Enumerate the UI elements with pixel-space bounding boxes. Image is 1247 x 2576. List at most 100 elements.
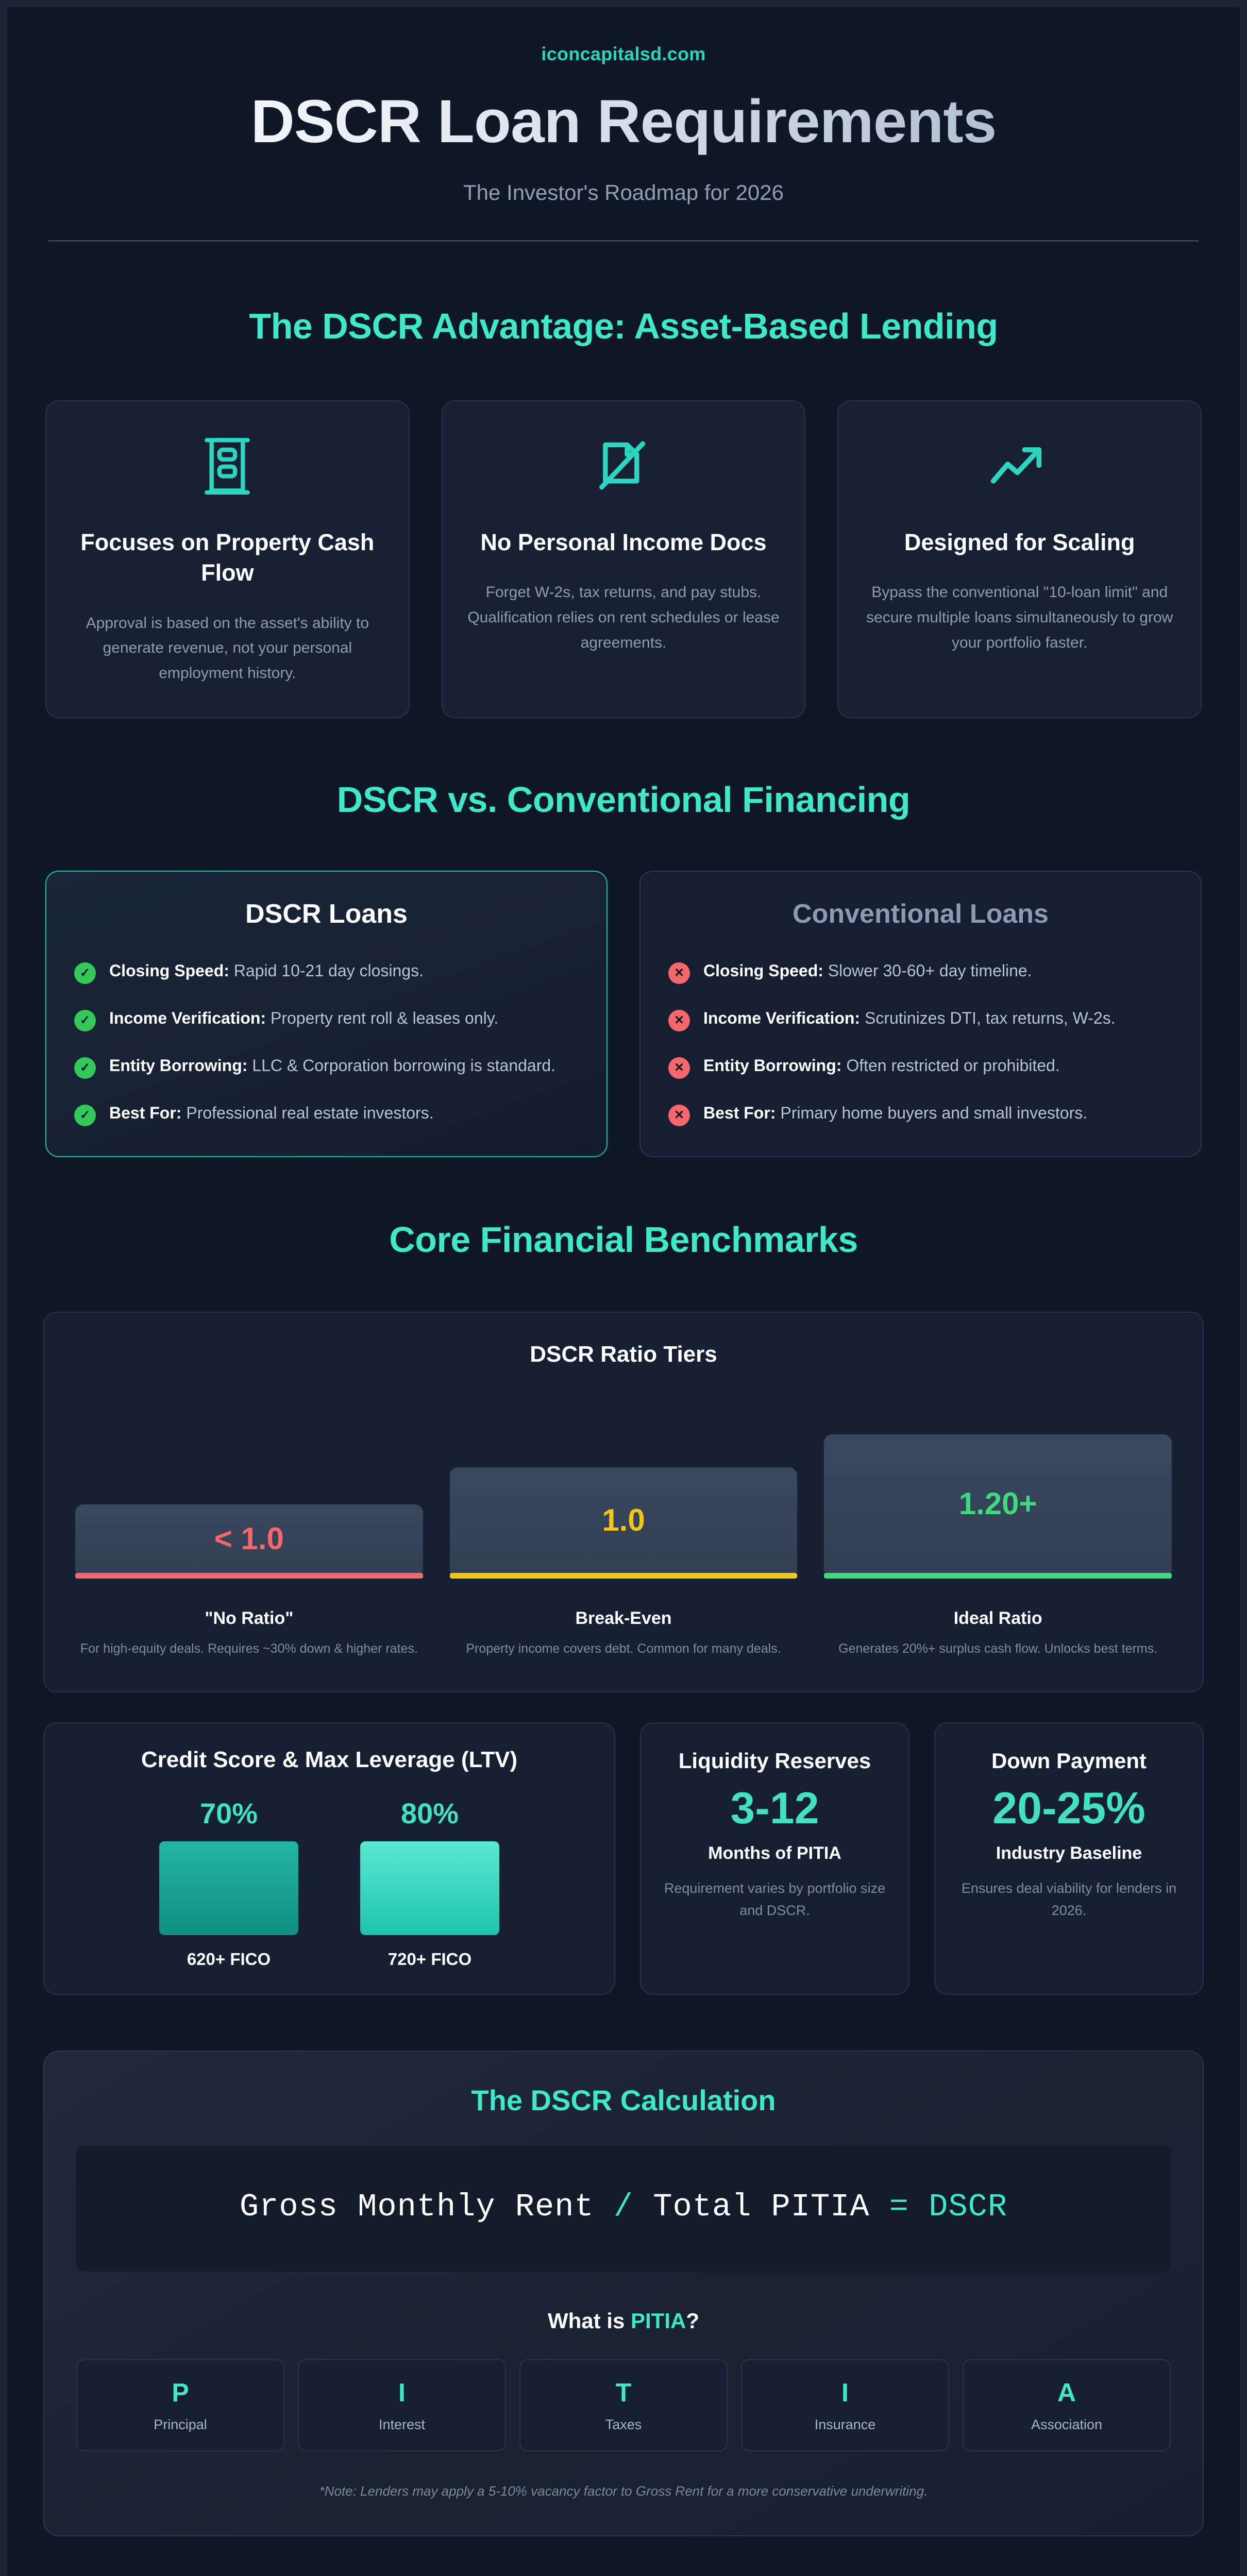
list-item-text: LLC & Corporation borrowing is standard.	[247, 1056, 556, 1075]
list-item: ✕ Income Verification: Scrutinizes DTI, …	[668, 1006, 1173, 1031]
list-item-label: Income Verification:	[109, 1008, 266, 1027]
list-item: ✕ Entity Borrowing: Often restricted or …	[668, 1053, 1173, 1079]
stat-heading: Down Payment	[991, 1749, 1147, 1773]
formula-equals-symbol: =	[889, 2189, 909, 2226]
no-document-icon	[593, 430, 654, 498]
dscr-loans-heading: DSCR Loans	[245, 899, 408, 929]
check-icon: ✓	[74, 1104, 96, 1126]
ltv-chart-card: Credit Score & Max Leverage (LTV) 70% 62…	[43, 1722, 615, 1995]
building-icon	[198, 430, 256, 498]
ltv-bar	[360, 1841, 499, 1936]
list-item-label: Entity Borrowing:	[703, 1056, 842, 1075]
ltv-bar-item: 80% 720+ FICO	[360, 1797, 499, 1969]
pitia-question-post: ?	[686, 2309, 699, 2333]
pitia-box-row: P Principal I Interest T Taxes I Insuran…	[76, 2359, 1171, 2452]
check-icon: ✓	[74, 1009, 96, 1031]
pitia-question-pre: What is	[547, 2309, 631, 2333]
advantage-card-list: Focuses on Property Cash Flow Approval i…	[43, 400, 1204, 718]
list-item-text: Primary home buyers and small investors.	[776, 1103, 1088, 1122]
advantage-section-title: The DSCR Advantage: Asset-Based Lending	[249, 306, 998, 346]
list-item-text: Scrutinizes DTI, tax returns, W-2s.	[860, 1008, 1116, 1027]
list-item-text: Property rent roll & leases only.	[266, 1008, 499, 1027]
pitia-letter: T	[615, 2378, 632, 2408]
calculation-title: The DSCR Calculation	[471, 2084, 776, 2117]
stat-subtitle: Industry Baseline	[996, 1843, 1142, 1863]
stat-note: Requirement varies by portfolio size and…	[664, 1880, 886, 1918]
tier-value-label: 1.0	[602, 1503, 645, 1538]
pitia-question: What is PITIA?	[76, 2309, 1171, 2333]
stat-note: Ensures deal viability for lenders in 20…	[961, 1880, 1177, 1918]
cross-icon: ✕	[668, 1009, 690, 1031]
cross-icon: ✕	[668, 1104, 690, 1126]
tier-description: For high-equity deals. Requires ~30% dow…	[80, 1641, 418, 1656]
tier-description: Property income covers debt. Common for …	[466, 1641, 781, 1656]
list-item-label: Best For:	[109, 1103, 182, 1122]
tier-column: 1.20+	[824, 1434, 1172, 1579]
advantage-card-heading: No Personal Income Docs	[480, 529, 767, 555]
list-item-text: Slower 30-60+ day timeline.	[823, 961, 1032, 980]
formula-numerator: Gross Monthly Rent	[239, 2189, 594, 2226]
stat-value: 3-12	[730, 1783, 819, 1833]
down-payment-card: Down Payment 20-25% Industry Baseline En…	[934, 1722, 1204, 1995]
tier-bar-row: < 1.0 1.0 1.20+	[75, 1393, 1172, 1579]
list-item-label: Entity Borrowing:	[109, 1056, 248, 1075]
dscr-loans-card: DSCR Loans ✓ Closing Speed: Rapid 10-21 …	[45, 870, 608, 1157]
cross-icon: ✕	[668, 1057, 690, 1079]
advantage-card-heading: Focuses on Property Cash Flow	[80, 529, 375, 586]
pitia-word: Principal	[154, 2417, 207, 2433]
stat-card-row: Credit Score & Max Leverage (LTV) 70% 62…	[43, 1722, 1204, 1995]
ltv-value-label: 70%	[199, 1797, 258, 1830]
formula-result: DSCR	[929, 2189, 1008, 2226]
cross-icon: ✕	[668, 962, 690, 984]
pitia-box: P Principal	[76, 2359, 284, 2452]
pitia-letter: P	[172, 2378, 189, 2408]
list-item-label: Closing Speed:	[109, 961, 229, 980]
tier-bar: < 1.0	[75, 1504, 423, 1579]
tier-bar: 1.20+	[824, 1434, 1172, 1579]
pitia-box: I Insurance	[741, 2359, 949, 2452]
stat-subtitle: Months of PITIA	[708, 1843, 841, 1863]
tier-name: "No Ratio"	[205, 1608, 294, 1628]
chart-title: Credit Score & Max Leverage (LTV)	[141, 1747, 518, 1773]
trending-up-icon	[987, 430, 1052, 498]
formula-divide-symbol: /	[613, 2189, 634, 2226]
pitia-word: Insurance	[814, 2417, 876, 2433]
ltv-bar-item: 70% 620+ FICO	[159, 1797, 298, 1969]
pitia-letter: I	[398, 2378, 406, 2408]
comparison-section-title: DSCR vs. Conventional Financing	[336, 779, 911, 820]
tier-name: Break-Even	[575, 1608, 672, 1628]
stat-heading: Liquidity Reserves	[678, 1749, 871, 1773]
pitia-box: A Association	[963, 2359, 1171, 2452]
list-item: ✓ Best For: Professional real estate inv…	[74, 1100, 579, 1126]
tier-label-row: "No Ratio" For high-equity deals. Requir…	[75, 1585, 1172, 1659]
pitia-box: I Interest	[298, 2359, 506, 2452]
advantage-card: Focuses on Property Cash Flow Approval i…	[45, 400, 410, 718]
advantage-card-body: Forget W-2s, tax returns, and pay stubs.…	[467, 584, 780, 651]
advantage-card-body: Approval is based on the asset's ability…	[86, 614, 369, 682]
tier-value-label: < 1.0	[214, 1521, 284, 1556]
advantage-card: No Personal Income Docs Forget W-2s, tax…	[441, 400, 806, 718]
formula-denominator: Total PITIA	[653, 2189, 870, 2226]
list-item: ✓ Income Verification: Property rent rol…	[74, 1006, 579, 1031]
advantage-card-body: Bypass the conventional "10-loan limit" …	[866, 584, 1173, 651]
tier-name: Ideal Ratio	[953, 1608, 1042, 1628]
list-item-label: Closing Speed:	[703, 961, 823, 980]
advantage-card-heading: Designed for Scaling	[904, 529, 1135, 555]
conventional-loans-heading: Conventional Loans	[793, 899, 1049, 929]
list-item-text: Often restricted or prohibited.	[841, 1056, 1060, 1075]
tier-column: 1.0	[449, 1467, 798, 1579]
liquidity-reserves-card: Liquidity Reserves 3-12 Months of PITIA …	[640, 1722, 909, 1995]
page-subtitle: The Investor's Roadmap for 2026	[463, 180, 784, 205]
dscr-ratio-tiers-chart: DSCR Ratio Tiers < 1.0 1.0 1.20+ "No Ra	[43, 1311, 1204, 1693]
conventional-loans-card: Conventional Loans ✕ Closing Speed: Slow…	[639, 870, 1202, 1157]
ltv-category-label: 720+ FICO	[387, 1950, 472, 1969]
list-item: ✓ Entity Borrowing: LLC & Corporation bo…	[74, 1053, 579, 1079]
comparison-card-list: DSCR Loans ✓ Closing Speed: Rapid 10-21 …	[43, 870, 1204, 1157]
tier-label-column: "No Ratio" For high-equity deals. Requir…	[75, 1585, 423, 1659]
pitia-word: Interest	[378, 2417, 426, 2433]
chart-title: DSCR Ratio Tiers	[530, 1341, 717, 1367]
list-item: ✓ Closing Speed: Rapid 10-21 day closing…	[74, 958, 579, 984]
tier-description: Generates 20%+ surplus cash flow. Unlock…	[838, 1641, 1158, 1656]
stat-value: 20-25%	[992, 1783, 1145, 1833]
list-item-text: Rapid 10-21 day closings.	[229, 961, 424, 980]
